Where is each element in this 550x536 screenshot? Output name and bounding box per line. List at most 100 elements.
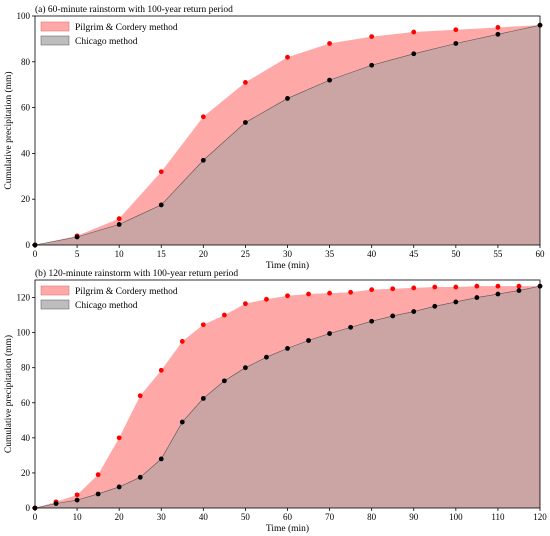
- y-tick-label: 100: [17, 11, 31, 21]
- pilgrim-cordery-point: [495, 25, 501, 30]
- chicago-point: [285, 96, 290, 101]
- x-tick-label: 55: [493, 249, 503, 259]
- chicago-point: [348, 324, 354, 330]
- pilgrim-cordery-point: [243, 80, 248, 85]
- y-axis-label: Cumulative precipitation (mm): [3, 335, 14, 453]
- pilgrim-cordery-point: [116, 435, 122, 441]
- legend-label-pilgrim-cordery: Pilgrim & Cordery method: [75, 23, 178, 33]
- legend-swatch-pilgrim-cordery: [40, 285, 70, 296]
- pilgrim-cordery-point: [285, 293, 290, 299]
- pilgrim-cordery-point: [285, 54, 290, 60]
- pilgrim-cordery-point: [306, 291, 311, 297]
- chicago-point: [74, 497, 80, 503]
- y-tick-label: 20: [21, 194, 31, 204]
- x-tick-label: 90: [409, 512, 419, 522]
- pilgrim-cordery-point: [474, 283, 480, 289]
- chicago-point: [74, 234, 80, 240]
- panel-a: 0 5 10 15 20 25 30 35 40 45 50 55 60 0 20 40 60 80 100 Time…: [3, 4, 545, 271]
- pilgrim-cordery-point: [495, 283, 501, 289]
- chicago-area: [35, 25, 540, 245]
- pilgrim-cordery-point: [453, 27, 459, 33]
- pilgrim-cordery-point: [158, 169, 164, 175]
- pilgrim-cordery-point: [348, 289, 354, 295]
- chicago-point: [432, 303, 438, 309]
- chicago-point: [116, 484, 122, 490]
- pilgrim-cordery-point: [411, 29, 417, 35]
- x-tick-label: 30: [283, 249, 293, 259]
- x-tick-label: 50: [451, 249, 461, 259]
- pilgrim-cordery-point: [264, 296, 269, 302]
- legend-label-pilgrim-cordery: Pilgrim & Cordery method: [75, 287, 178, 297]
- chicago-point: [221, 378, 227, 384]
- x-axis-label: Time (min): [266, 260, 309, 271]
- x-tick-label: 20: [199, 249, 209, 259]
- x-tick-label: 40: [199, 512, 209, 522]
- pilgrim-cordery-point: [179, 338, 185, 344]
- y-axis-label: Cumulative precipitation (mm): [3, 71, 14, 189]
- legend-label-chicago: Chicago method: [75, 301, 138, 311]
- x-tick-label: 10: [115, 249, 125, 259]
- chicago-point: [200, 157, 206, 163]
- chicago-point: [137, 474, 143, 480]
- pilgrim-cordery-point: [137, 393, 143, 399]
- chicago-point: [369, 318, 375, 324]
- chicago-point: [495, 291, 501, 297]
- pilgrim-cordery-point: [369, 34, 375, 40]
- x-tick-label: 0: [33, 512, 38, 522]
- x-tick-label: 70: [325, 512, 335, 522]
- chicago-point: [285, 346, 290, 351]
- chicago-point: [411, 309, 417, 314]
- chicago-point: [516, 288, 522, 293]
- chicago-point: [474, 295, 480, 300]
- pilgrim-cordery-point: [74, 492, 80, 498]
- x-tick-label: 30: [157, 512, 167, 522]
- panel-b: 0 10 20 30 40 50 60 70 80 90 100 110 120 0 20 40 60 80 100…: [3, 268, 547, 534]
- x-tick-label: 50: [241, 512, 251, 522]
- x-tick-label: 0: [33, 249, 38, 259]
- x-tick-label: 120: [533, 512, 547, 522]
- x-tick-label: 60: [283, 512, 293, 522]
- chicago-point: [390, 313, 396, 319]
- chicago-point: [327, 77, 332, 83]
- y-tick-label: 0: [26, 503, 31, 513]
- chicago-point: [116, 221, 122, 227]
- chicago-point: [200, 395, 206, 401]
- pilgrim-cordery-point: [158, 367, 164, 373]
- chicago-area: [35, 286, 540, 508]
- chicago-point: [158, 456, 164, 462]
- pilgrim-cordery-point: [327, 41, 332, 46]
- x-tick-label: 60: [536, 249, 546, 259]
- pilgrim-cordery-point: [200, 322, 206, 328]
- legend-swatch-chicago: [40, 299, 70, 310]
- pilgrim-cordery-point: [516, 283, 522, 289]
- x-tick-label: 40: [367, 249, 377, 259]
- chicago-point: [243, 120, 248, 125]
- x-tick-label: 110: [491, 512, 505, 522]
- legend-label-chicago: Chicago method: [75, 37, 138, 47]
- chicago-point: [495, 31, 501, 37]
- y-tick-label: 80: [21, 363, 31, 373]
- y-tick-label: 120: [17, 293, 31, 303]
- y-tick-label: 20: [21, 468, 31, 478]
- legend-swatch-pilgrim-cordery: [40, 21, 70, 32]
- y-tick-label: 0: [26, 240, 31, 250]
- y-tick-label: 80: [21, 57, 31, 67]
- pilgrim-cordery-point: [432, 284, 438, 290]
- y-tick-label: 60: [21, 103, 31, 113]
- x-tick-label: 35: [325, 249, 335, 259]
- chicago-point: [369, 62, 375, 68]
- chicago-point: [243, 365, 248, 371]
- pilgrim-cordery-point: [369, 287, 375, 293]
- x-tick-label: 15: [157, 249, 167, 259]
- chicago-point: [453, 41, 459, 46]
- pilgrim-cordery-point: [453, 284, 459, 290]
- pilgrim-cordery-point: [390, 286, 396, 292]
- chicago-point: [411, 51, 417, 57]
- pilgrim-cordery-point: [200, 114, 206, 120]
- pilgrim-cordery-point: [95, 472, 101, 478]
- x-tick-label: 45: [409, 249, 419, 259]
- chicago-point: [53, 501, 59, 507]
- y-tick-label: 40: [21, 148, 31, 158]
- legend-swatch-chicago: [40, 35, 70, 46]
